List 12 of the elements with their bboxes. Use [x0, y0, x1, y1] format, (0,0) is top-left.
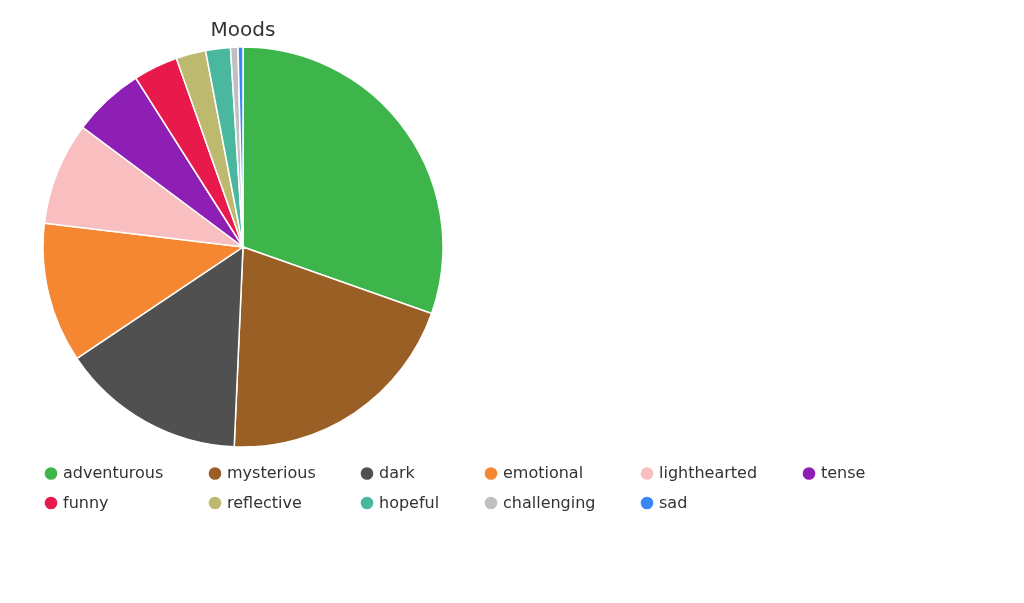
legend-label: dark [379, 463, 416, 483]
legend-label: sad [659, 493, 688, 512]
legend-label: challenging [503, 493, 596, 512]
legend-label: adventurous [63, 463, 164, 483]
legend-label: tense [821, 463, 866, 483]
legend-label: hopeful [379, 493, 440, 512]
legend-label: mysterious [227, 463, 316, 483]
legend-label: funny [63, 493, 109, 512]
chart-title: Moods [210, 17, 276, 41]
legend-label: reflective [227, 493, 302, 512]
legend-label: lighthearted [659, 463, 758, 483]
legend-label: emotional [503, 463, 584, 483]
